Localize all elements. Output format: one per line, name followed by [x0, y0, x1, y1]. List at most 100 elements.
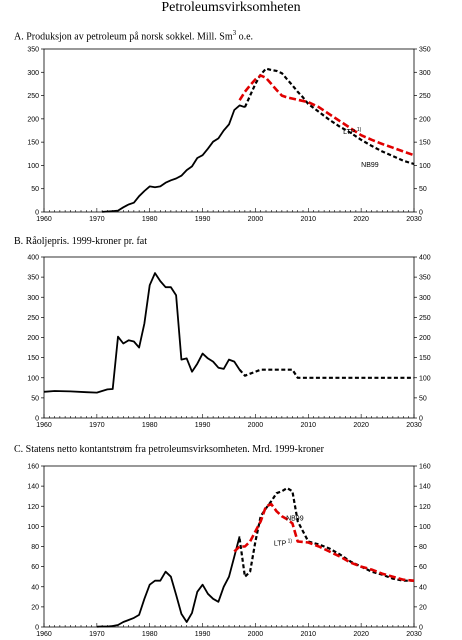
chart-a-xtick-label: 1970: [89, 216, 105, 223]
chart-b-ytick-right-label: 50: [419, 395, 427, 402]
chart-c-label-superscript: 1): [286, 538, 292, 544]
chart-c-xtick-label: 2030: [406, 631, 422, 638]
chart-a-ytick-left-label: 150: [27, 140, 39, 147]
chart-c-ytick-right-label: 100: [419, 524, 431, 531]
chart-c-ytick-right-label: 60: [419, 564, 427, 571]
chart-c-xtick-label: 1960: [36, 631, 52, 638]
chart-c-series-ltp-line: [233, 502, 415, 582]
chart-a-ytick-left-label: 200: [27, 116, 39, 123]
chart-c-xtick-label: 2000: [248, 631, 264, 638]
chart-c-title: C. Statens netto kontantstrøm fra petrol…: [14, 444, 324, 455]
chart-a-ytick-right-label: 250: [419, 93, 431, 100]
chart-a-xtick-label: 2030: [406, 216, 422, 223]
chart-c-ytick-left-label: 60: [31, 564, 39, 571]
chart-c-xtick-label: 1970: [89, 631, 105, 638]
chart-b-series-historical-line: [43, 272, 241, 394]
chart-c-xtick-label: 1980: [142, 631, 158, 638]
chart-c-series-historical-line: [96, 536, 241, 628]
chart-a-label-superscript: 1): [355, 127, 361, 133]
chart-b-series-projection-line: [238, 368, 414, 379]
chart-c-xtick-label: 1990: [195, 631, 211, 638]
chart-b-xtick-label: 2020: [353, 422, 369, 429]
chart-b-xtick-label: 1970: [89, 422, 105, 429]
chart-a-title-text: A. Produksjon av petroleum på norsk sokk…: [14, 31, 233, 43]
chart-b-ytick-left-label: 300: [27, 295, 39, 302]
chart-a-xtick-label: 2010: [300, 216, 316, 223]
chart-c-series-nb99-line: [238, 487, 414, 582]
chart-a-series-nb99-line: [243, 67, 415, 166]
chart-a-xtick-label: 1980: [142, 216, 158, 223]
chart-c-ytick-left-label: 20: [31, 604, 39, 611]
chart-a-ytick-right-label: 50: [419, 186, 427, 193]
chart-b-ytick-right-label: 0: [419, 416, 423, 423]
chart-c-ytick-right-label: 20: [419, 604, 427, 611]
chart-a-xtick-label: 1990: [195, 216, 211, 223]
chart-a-title-superscript: 3: [232, 29, 237, 37]
chart-a-ytick-left-label: 50: [31, 186, 39, 193]
chart-c-frame: [43, 465, 415, 628]
chart-a-title: A. Produksjon av petroleum på norsk sokk…: [14, 27, 253, 43]
chart-b-title: B. Råoljepris. 1999-kroner pr. fat: [14, 236, 148, 247]
chart-c-ytick-left-label: 140: [27, 484, 39, 491]
chart-a-ytick-left-label: 350: [27, 47, 39, 54]
chart-a-ytick-right-label: 300: [419, 70, 431, 77]
chart-b-xtick-label: 1960: [36, 422, 52, 429]
chart-b-ytick-right-label: 150: [419, 355, 431, 362]
chart-a-title-suffix: o.e.: [236, 31, 254, 43]
chart-c-ytick-left-label: 0: [35, 625, 39, 632]
chart-b-ytick-left-label: 0: [35, 416, 39, 423]
chart-b-ytick-right-label: 200: [419, 335, 431, 342]
chart-a-ytick-right-label: 350: [419, 47, 431, 54]
chart-b-xtick-label: 1980: [142, 422, 158, 429]
chart-a-ytick-right-label: 0: [419, 210, 423, 217]
chart-b-ytick-right-label: 400: [419, 255, 431, 262]
chart-c-ytick-right-label: 160: [419, 464, 431, 471]
chart-a-series-ltp-line: [238, 74, 415, 157]
chart-a-ytick-left-label: 300: [27, 70, 39, 77]
chart-c-ytick-right-label: 80: [419, 544, 427, 551]
chart-c-ytick-right-label: 120: [419, 504, 431, 511]
chart-c-ytick-left-label: 160: [27, 464, 39, 471]
chart-b-ytick-right-label: 350: [419, 275, 431, 282]
chart-b-ytick-left-label: 350: [27, 275, 39, 282]
chart-a-ytick-left-label: 250: [27, 93, 39, 100]
chart-b-ytick-left-label: 100: [27, 375, 39, 382]
chart-a-ytick-right-label: 200: [419, 116, 431, 123]
chart-b-frame: [43, 256, 415, 419]
chart-c-xtick-label: 2010: [300, 631, 316, 638]
chart-a-xtick-label: 2000: [248, 216, 264, 223]
chart-a-series-historical-line: [102, 104, 246, 213]
chart-b-xtick-label: 2000: [248, 422, 264, 429]
chart-c-ytick-right-label: 40: [419, 584, 427, 591]
chart-a-xtick-label: 2020: [353, 216, 369, 223]
chart-b-xtick-label: 2030: [406, 422, 422, 429]
chart-b-ytick-left-label: 400: [27, 255, 39, 262]
page-title: Petroleumsvirksomheten: [161, 0, 301, 15]
chart-c-label-nb99: NB99: [286, 515, 304, 522]
chart-a-xtick-label: 1960: [36, 216, 52, 223]
chart-a-ytick-left-label: 100: [27, 163, 39, 170]
chart-b-ytick-left-label: 150: [27, 355, 39, 362]
chart-a-ytick-right-label: 150: [419, 140, 431, 147]
chart-c-ytick-left-label: 100: [27, 524, 39, 531]
chart-b-xtick-label: 1990: [195, 422, 211, 429]
chart-c-label-ltp: LTP 1): [274, 538, 292, 547]
chart-a-label-nb99: NB99: [361, 162, 379, 169]
chart-b-ytick-left-label: 200: [27, 335, 39, 342]
chart-c-ytick-right-label: 140: [419, 484, 431, 491]
chart-a-ytick-left-label: 0: [35, 210, 39, 217]
chart-c-ytick-right-label: 0: [419, 625, 423, 632]
chart-b-ytick-left-label: 50: [31, 395, 39, 402]
chart-c-ytick-left-label: 40: [31, 584, 39, 591]
chart-b-xtick-label: 2010: [300, 422, 316, 429]
chart-a-label-ltp: LTP 1): [343, 127, 361, 136]
chart-b-ytick-right-label: 300: [419, 295, 431, 302]
chart-c-ytick-left-label: 80: [31, 544, 39, 551]
chart-c-ytick-left-label: 120: [27, 504, 39, 511]
chart-c-xtick-label: 2020: [353, 631, 369, 638]
chart-a-ytick-right-label: 100: [419, 163, 431, 170]
chart-b-ytick-right-label: 100: [419, 375, 431, 382]
chart-b-ytick-right-label: 250: [419, 315, 431, 322]
chart-b-ytick-left-label: 250: [27, 315, 39, 322]
